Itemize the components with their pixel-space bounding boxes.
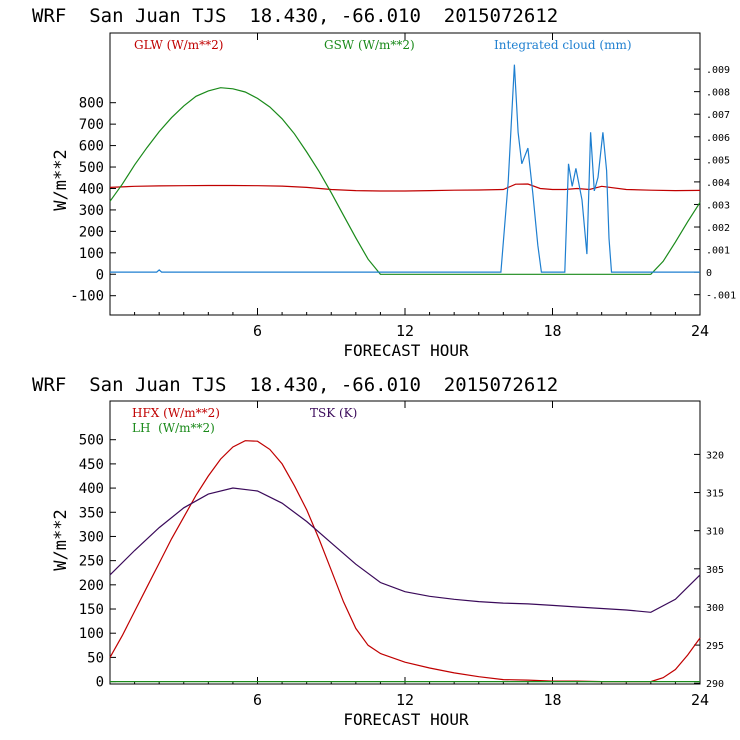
chart-1-y-axis: -100 0 100 200 300 400 500 600 700 800 <box>70 96 116 305</box>
series-line-2 <box>109 87 701 275</box>
y2-tick-label: 315 <box>706 489 724 500</box>
chart-2-y-axis: 0 50 100 150 200 250 300 350 400 450 500 <box>79 433 116 691</box>
y-tick-label: 0 <box>96 675 104 691</box>
chart-2: WRF San Juan TJS 18.430, -66.010 2015072… <box>32 374 724 729</box>
x-tick-label: 18 <box>543 691 561 709</box>
x-tick-label: 6 <box>253 322 262 340</box>
chart-2-ylabel: W/m**2 <box>51 509 71 570</box>
chart-2-x-axis: 6 12 18 24 <box>134 401 709 709</box>
chart-2-y2-axis: 290 295 300 305 310 315 320 <box>694 450 724 690</box>
y-tick-label: 700 <box>79 117 104 133</box>
chart-1-y2-axis: -.001 0 .001 .002 .003 .004 .005 .006 .007 .008 .0… <box>694 65 736 302</box>
chart-2-legend-hfx: HFX (W/m**2) <box>132 406 220 420</box>
y-tick-label: 300 <box>79 529 104 545</box>
y2-tick-label: .006 <box>706 133 730 144</box>
y-tick-label: 200 <box>79 578 104 594</box>
y2-tick-label: 310 <box>706 527 724 538</box>
chart-1: WRF San Juan TJS 18.430, -66.010 2015072… <box>32 5 736 360</box>
chart-2-legend-tsk: TSK (K) <box>310 406 357 420</box>
chart-1-series <box>109 64 701 275</box>
y-tick-label: 50 <box>87 650 104 666</box>
y-tick-label: 400 <box>79 481 104 497</box>
chart-1-legend-glw: GLW (W/m**2) <box>134 38 223 52</box>
y2-tick-label: 0 <box>706 268 712 279</box>
chart-1-legend-cloud: Integrated cloud (mm) <box>494 38 632 52</box>
y2-tick-label: 320 <box>706 450 724 461</box>
y-tick-label: 200 <box>79 224 104 240</box>
y2-tick-label: .001 <box>706 246 730 257</box>
x-tick-label: 24 <box>691 322 709 340</box>
y-tick-label: 400 <box>79 181 104 197</box>
y-tick-label: 350 <box>79 505 104 521</box>
chart-1-ylabel: W/m**2 <box>51 149 71 210</box>
chart-2-title: WRF San Juan TJS 18.430, -66.010 2015072… <box>32 374 558 396</box>
series-line-1 <box>109 440 701 683</box>
y2-tick-label: 290 <box>706 679 724 690</box>
series-line-1 <box>109 183 701 192</box>
y2-tick-label: 295 <box>706 641 724 652</box>
y-tick-label: 100 <box>79 626 104 642</box>
x-tick-label: 6 <box>253 691 262 709</box>
y-tick-label: 500 <box>79 160 104 176</box>
y-tick-label: 800 <box>79 96 104 112</box>
y2-tick-label: .004 <box>706 178 730 189</box>
chart-1-legend-gsw: GSW (W/m**2) <box>324 38 415 52</box>
y-tick-label: 100 <box>79 246 104 262</box>
y2-tick-label: 305 <box>706 565 724 576</box>
y2-tick-label: .009 <box>706 65 730 76</box>
series-line-3 <box>110 64 700 273</box>
chart-2-series <box>109 440 701 683</box>
y-tick-label: 250 <box>79 554 104 570</box>
y2-tick-label: .002 <box>706 223 730 234</box>
y2-tick-label: .008 <box>706 88 730 99</box>
x-tick-label: 12 <box>396 322 414 340</box>
y-tick-label: 500 <box>79 433 104 449</box>
y2-tick-label: -.001 <box>706 291 736 302</box>
y2-tick-label: .003 <box>706 200 730 211</box>
chart-2-plot-frame <box>109 400 701 685</box>
y-tick-label: -100 <box>70 289 104 305</box>
chart-1-title: WRF San Juan TJS 18.430, -66.010 2015072… <box>32 5 558 27</box>
y-tick-label: 150 <box>79 602 104 618</box>
y-tick-label: 0 <box>96 267 104 283</box>
y-tick-label: 300 <box>79 203 104 219</box>
series-line-3 <box>109 487 701 613</box>
chart-2-legend-lh: LH (W/m**2) <box>132 421 215 435</box>
chart-2-xlabel: FORECAST HOUR <box>343 710 469 729</box>
y-tick-label: 600 <box>79 139 104 155</box>
x-tick-label: 18 <box>543 322 561 340</box>
y2-tick-label: .005 <box>706 155 730 166</box>
chart-1-x-axis: 6 12 18 24 <box>134 33 709 340</box>
y2-tick-label: .007 <box>706 110 730 121</box>
y2-tick-label: 300 <box>706 603 724 614</box>
x-tick-label: 24 <box>691 691 709 709</box>
x-tick-label: 12 <box>396 691 414 709</box>
y-tick-label: 450 <box>79 457 104 473</box>
chart-1-xlabel: FORECAST HOUR <box>343 341 469 360</box>
